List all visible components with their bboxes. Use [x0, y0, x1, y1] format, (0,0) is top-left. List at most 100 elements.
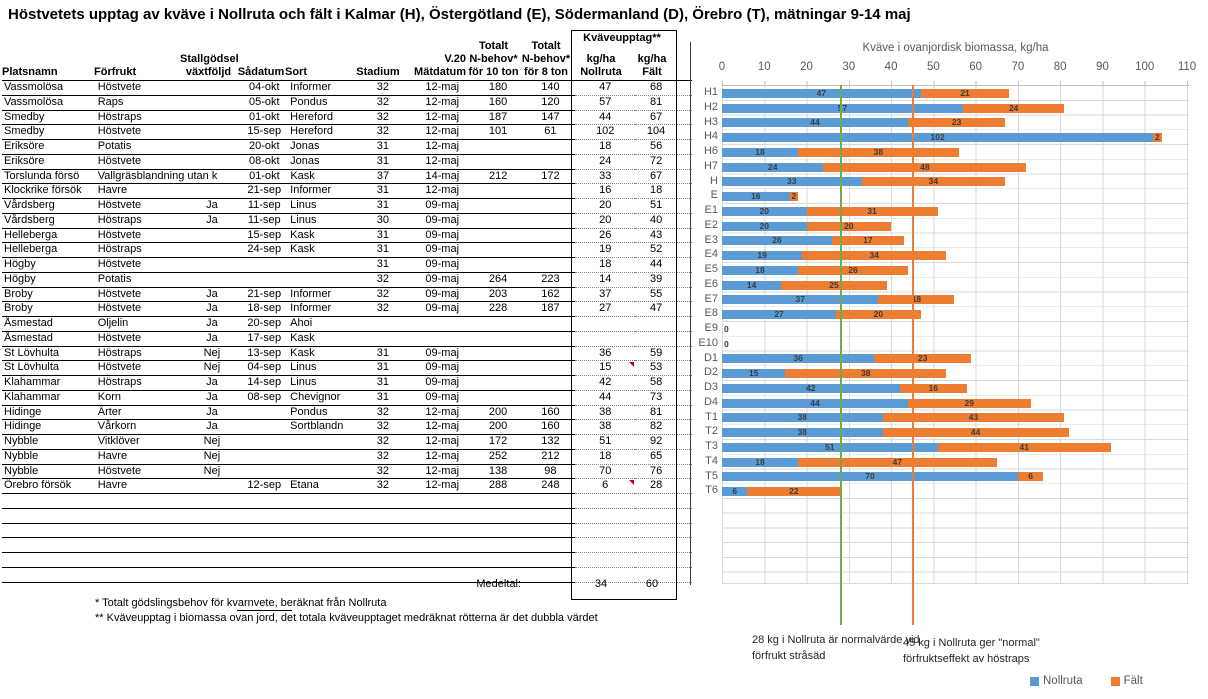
- cell-sort[interactable]: [288, 509, 352, 524]
- cell-stallgodsel[interactable]: Ja: [183, 288, 241, 303]
- bar-segment-falt[interactable]: 23: [874, 354, 972, 364]
- cell-nbehov8[interactable]: 61: [525, 125, 576, 140]
- cell-stadium[interactable]: 31: [351, 258, 414, 273]
- cell-sadatum[interactable]: 21-sep: [240, 184, 289, 199]
- cell-platsnamn[interactable]: Helleberga: [2, 229, 96, 244]
- cell-stallgodsel[interactable]: Ja: [183, 199, 241, 214]
- cell-nbehov10[interactable]: [470, 243, 526, 258]
- cell-stadium[interactable]: [351, 568, 414, 583]
- cell-sadatum[interactable]: [240, 406, 289, 421]
- cell-stallgodsel[interactable]: [183, 538, 241, 553]
- cell-forfrukt[interactable]: Höstvete: [95, 288, 184, 303]
- cell-sort[interactable]: Kask: [288, 332, 352, 347]
- cell-nollruta[interactable]: 38: [575, 420, 636, 435]
- cell-forfrukt[interactable]: Höstvete: [95, 125, 184, 140]
- cell-stadium[interactable]: 32: [351, 420, 414, 435]
- cell-nollruta[interactable]: 19: [575, 243, 636, 258]
- cell-falt[interactable]: 72: [635, 155, 678, 170]
- cell-nollruta[interactable]: 38: [575, 406, 636, 421]
- cell-nbehov8[interactable]: [525, 258, 576, 273]
- bar-segment-nollruta[interactable]: 26: [722, 236, 832, 246]
- cell-nbehov10[interactable]: [470, 553, 526, 568]
- cell-matdatum[interactable]: 09-maj: [413, 229, 471, 244]
- cell-stallgodsel[interactable]: [183, 140, 241, 155]
- cell-stallgodsel[interactable]: [183, 273, 241, 288]
- cell-platsnamn[interactable]: Klockrike försök: [2, 184, 96, 199]
- cell-sort[interactable]: Linus: [288, 199, 352, 214]
- cell-nollruta[interactable]: 33: [575, 170, 636, 185]
- cell-sort[interactable]: Hereford: [288, 125, 352, 140]
- cell-stadium[interactable]: 32: [351, 450, 414, 465]
- cell-nollruta[interactable]: [575, 494, 636, 509]
- cell-stallgodsel[interactable]: Ja: [183, 317, 241, 332]
- cell-forfrukt[interactable]: Höstvete: [95, 302, 184, 317]
- cell-falt[interactable]: 104: [635, 125, 678, 140]
- cell-sort[interactable]: Sortblandn: [288, 420, 352, 435]
- cell-stallgodsel[interactable]: [183, 96, 241, 111]
- cell-nbehov8[interactable]: [525, 140, 576, 155]
- cell-falt[interactable]: 53: [635, 361, 678, 376]
- cell-matdatum[interactable]: [413, 568, 471, 583]
- cell-falt[interactable]: [635, 524, 678, 539]
- cell-nollruta[interactable]: [575, 317, 636, 332]
- cell-falt[interactable]: 92: [635, 435, 678, 450]
- cell-forfrukt[interactable]: Oljelin: [95, 317, 184, 332]
- cell-stadium[interactable]: 32: [351, 273, 414, 288]
- cell-sort[interactable]: Informer: [288, 302, 352, 317]
- cell-nbehov10[interactable]: 212: [470, 170, 526, 185]
- cell-nollruta[interactable]: 6: [575, 479, 636, 494]
- cell-forfrukt[interactable]: Havre: [95, 450, 184, 465]
- cell-stallgodsel[interactable]: Ja: [183, 332, 241, 347]
- cell-sadatum[interactable]: [240, 509, 289, 524]
- cell-falt[interactable]: 47: [635, 302, 678, 317]
- cell-nollruta[interactable]: [575, 538, 636, 553]
- cell-platsnamn[interactable]: [2, 568, 96, 583]
- cell-forfrukt[interactable]: Höstvete: [95, 361, 184, 376]
- cell-sort[interactable]: Linus: [288, 214, 352, 229]
- cell-nbehov8[interactable]: 98: [525, 465, 576, 480]
- cell-nbehov10[interactable]: 200: [470, 420, 526, 435]
- cell-sadatum[interactable]: [240, 494, 289, 509]
- cell-forfrukt[interactable]: Korn: [95, 391, 184, 406]
- cell-sadatum[interactable]: 18-sep: [240, 302, 289, 317]
- cell-nbehov8[interactable]: 160: [525, 406, 576, 421]
- cell-stadium[interactable]: [351, 553, 414, 568]
- cell-forfrukt[interactable]: Höstvete: [95, 199, 184, 214]
- cell-nbehov8[interactable]: 187: [525, 302, 576, 317]
- chart-legend[interactable]: Nollruta Fält: [1030, 675, 1143, 687]
- cell-stadium[interactable]: [351, 332, 414, 347]
- bar-segment-nollruta[interactable]: 18: [722, 147, 799, 157]
- cell-nbehov8[interactable]: 172: [525, 170, 576, 185]
- bar-segment-nollruta[interactable]: 33: [722, 177, 862, 187]
- cell-forfrukt[interactable]: Höstvete: [95, 229, 184, 244]
- cell-nbehov10[interactable]: [470, 538, 526, 553]
- cell-stallgodsel[interactable]: Ja: [183, 302, 241, 317]
- cell-nollruta[interactable]: [575, 509, 636, 524]
- cell-sadatum[interactable]: [240, 435, 289, 450]
- cell-sadatum[interactable]: 21-sep: [240, 288, 289, 303]
- cell-platsnamn[interactable]: Nybble: [2, 435, 96, 450]
- cell-nollruta[interactable]: 57: [575, 96, 636, 111]
- cell-nbehov8[interactable]: [525, 391, 576, 406]
- cell-nbehov10[interactable]: [470, 568, 526, 583]
- cell-nollruta[interactable]: 18: [575, 450, 636, 465]
- cell-stallgodsel[interactable]: [183, 170, 241, 185]
- cell-nbehov8[interactable]: 223: [525, 273, 576, 288]
- cell-nbehov8[interactable]: 140: [525, 81, 576, 96]
- cell-platsnamn[interactable]: Vårdsberg: [2, 214, 96, 229]
- cell-nbehov10[interactable]: [470, 332, 526, 347]
- cell-nbehov8[interactable]: [525, 155, 576, 170]
- cell-sort[interactable]: [288, 494, 352, 509]
- bar-segment-falt[interactable]: 48: [823, 162, 1027, 172]
- cell-forfrukt[interactable]: [95, 509, 184, 524]
- cell-stallgodsel[interactable]: Ja: [183, 376, 241, 391]
- bar-segment-nollruta[interactable]: 15: [722, 369, 786, 379]
- cell-sadatum[interactable]: 15-sep: [240, 125, 289, 140]
- cell-nollruta[interactable]: 20: [575, 199, 636, 214]
- cell-sadatum[interactable]: [240, 465, 289, 480]
- cell-platsnamn[interactable]: Hidinge: [2, 406, 96, 421]
- legend-item-falt[interactable]: Fält: [1110, 675, 1143, 687]
- cell-sadatum[interactable]: [240, 450, 289, 465]
- cell-falt[interactable]: 67: [635, 111, 678, 126]
- cell-platsnamn[interactable]: St Lövhulta: [2, 361, 96, 376]
